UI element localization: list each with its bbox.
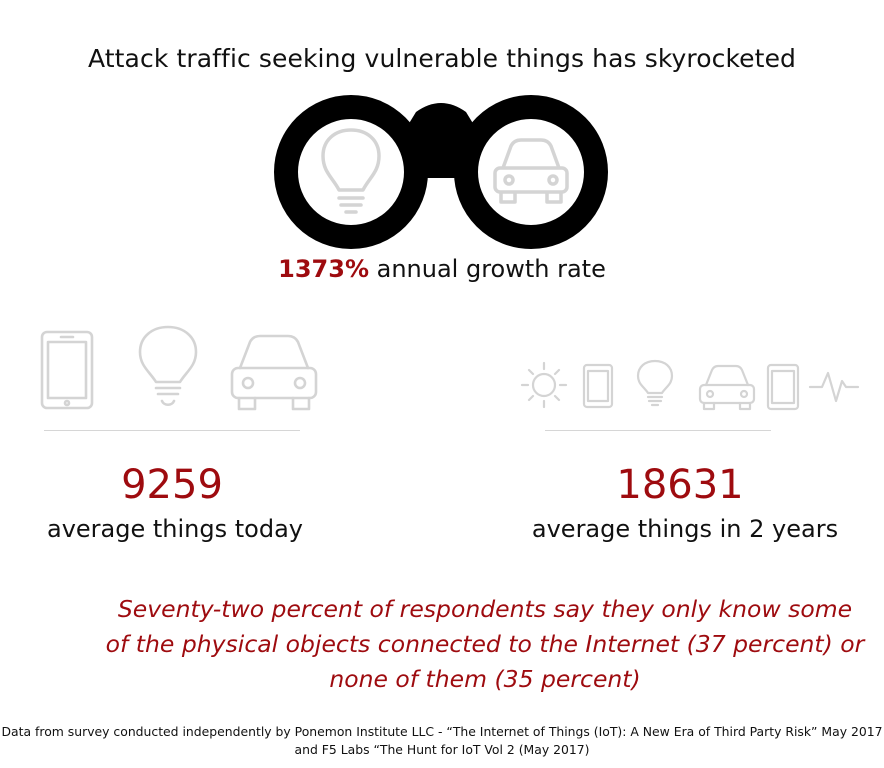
divider-today (44, 430, 300, 431)
sun-icon (520, 361, 568, 409)
quote-line: of the physical objects connected to the… (105, 630, 865, 658)
tablet-icon (766, 363, 800, 411)
things-future-label: average things in 2 years (531, 515, 839, 543)
tablet-icon (582, 363, 614, 409)
source-line: Data from survey conducted independently… (1, 724, 883, 739)
lightbulb-icon (321, 128, 381, 214)
things-today-icons (40, 325, 318, 411)
growth-rate: 1373% annual growth rate (0, 255, 884, 283)
car-icon (493, 138, 569, 204)
car-icon (230, 334, 318, 411)
things-today-label: average things today (47, 515, 303, 543)
quote-line: Seventy-two percent of respondents say t… (117, 595, 853, 623)
heartbeat-icon (808, 371, 860, 403)
survey-quote: Seventy-two percent of respondents say t… (80, 592, 884, 697)
lightbulb-icon (636, 359, 674, 407)
things-future-icons (520, 359, 860, 411)
growth-percent: 1373% (278, 255, 369, 283)
page-title: Attack traffic seeking vulnerable things… (87, 44, 797, 73)
divider-future (545, 430, 771, 431)
binoculars-icon (274, 95, 608, 249)
lightbulb-icon (138, 325, 198, 407)
source-note: Data from survey conducted independently… (0, 723, 884, 759)
source-line: and F5 Labs “The Hunt for IoT Vol 2 (May… (294, 742, 590, 757)
tablet-icon (40, 330, 94, 410)
things-future-value: 18631 (616, 462, 744, 508)
car-icon (698, 364, 756, 411)
things-today-value: 9259 (121, 462, 223, 508)
growth-label: annual growth rate (368, 255, 606, 283)
quote-line: none of them (35 percent) (329, 665, 641, 693)
